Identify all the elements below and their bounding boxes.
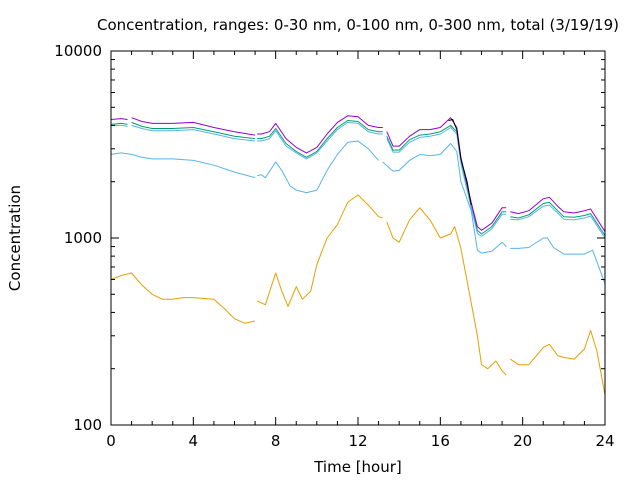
series-0-segment-1 <box>256 194 383 307</box>
series-3-segment-1 <box>131 124 256 142</box>
x-tick-label-8: 8 <box>271 432 281 450</box>
series-1-segment-3 <box>510 237 606 284</box>
plot-frame <box>110 50 606 426</box>
y-tick-label-1000: 1000 <box>64 229 102 247</box>
x-tick-label-20: 20 <box>513 432 532 450</box>
series-4-segment-2 <box>257 115 383 154</box>
plot-lines <box>110 115 606 395</box>
y-axis-label: Concentration <box>6 185 24 291</box>
series-1-segment-1 <box>256 140 379 194</box>
x-tick-label-12: 12 <box>348 432 367 450</box>
series-0-segment-0 <box>110 272 256 324</box>
y-tick-label-100: 100 <box>73 416 102 434</box>
series-2-segment-1 <box>131 121 256 140</box>
series-2-segment-3 <box>386 124 507 235</box>
series-5-segment-0 <box>448 119 472 206</box>
axes: 0 4 8 12 16 20 24 100 1000 10000 <box>54 42 614 450</box>
series-1-segment-0 <box>110 152 256 179</box>
y-tick-label-10000: 10000 <box>54 42 102 60</box>
x-tick-label-0: 0 <box>106 432 116 450</box>
x-tick-label-4: 4 <box>189 432 199 450</box>
series-2-segment-4 <box>510 201 606 236</box>
series-0-segment-2 <box>386 207 507 376</box>
series-0-segment-3 <box>510 330 606 395</box>
x-tick-label-16: 16 <box>431 432 450 450</box>
series-2-segment-2 <box>257 120 383 158</box>
series-3-segment-4 <box>510 204 606 239</box>
series-3-segment-3 <box>386 127 507 237</box>
series-3-segment-2 <box>257 121 383 160</box>
series-4-segment-3 <box>386 117 507 231</box>
x-tick-label-24: 24 <box>595 432 614 450</box>
chart-title: Concentration, ranges: 0-30 nm, 0-100 nm… <box>97 16 619 34</box>
series-4-segment-0 <box>110 118 128 120</box>
series-4-segment-1 <box>131 117 256 136</box>
x-axis-label: Time [hour] <box>313 458 402 476</box>
series-4-segment-4 <box>510 196 606 232</box>
series-2-segment-0 <box>110 122 128 125</box>
series-1-segment-2 <box>382 143 507 254</box>
